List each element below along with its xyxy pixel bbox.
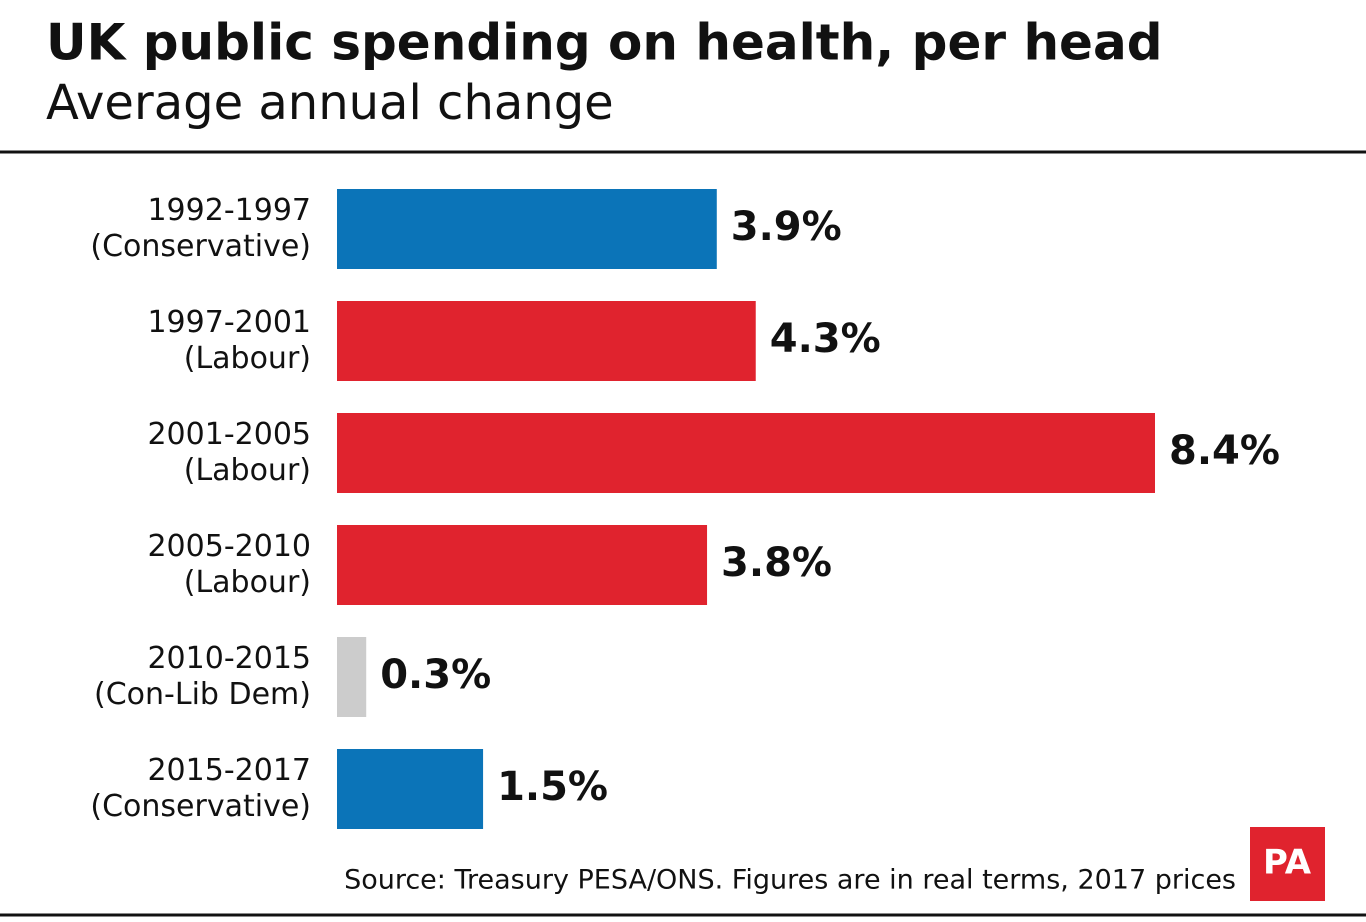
value-label: 8.4% (1169, 428, 1280, 474)
source-note: Source: Treasury PESA/ONS. Figures are i… (344, 865, 1236, 896)
value-label: 3.9% (731, 204, 842, 250)
category-label: 2001-2005 (Labour) (147, 417, 311, 488)
logo-box (1250, 827, 1325, 901)
logo: PA (1263, 843, 1312, 883)
chart-title: UK public spending on health, per head (46, 14, 1162, 72)
category-label: 2010-2015 (Con-Lib Dem) (94, 641, 311, 712)
category-label: 2005-2010 (Labour) (147, 529, 311, 600)
value-label: 1.5% (497, 764, 608, 810)
value-label: 0.3% (380, 652, 491, 698)
category-label: 1992-1997 (Conservative) (90, 193, 311, 264)
category-label: 2015-2017 (Conservative) (90, 753, 311, 824)
chart-subtitle: Average annual change (46, 75, 614, 131)
bar (337, 189, 717, 269)
category-label: 1997-2001 (Labour) (147, 305, 311, 376)
bar (337, 749, 484, 829)
value-label: 4.3% (770, 316, 881, 362)
bar (337, 301, 756, 381)
bar (337, 413, 1155, 493)
value-label: 3.8% (721, 540, 832, 586)
bar (337, 637, 367, 717)
bar (337, 525, 708, 605)
